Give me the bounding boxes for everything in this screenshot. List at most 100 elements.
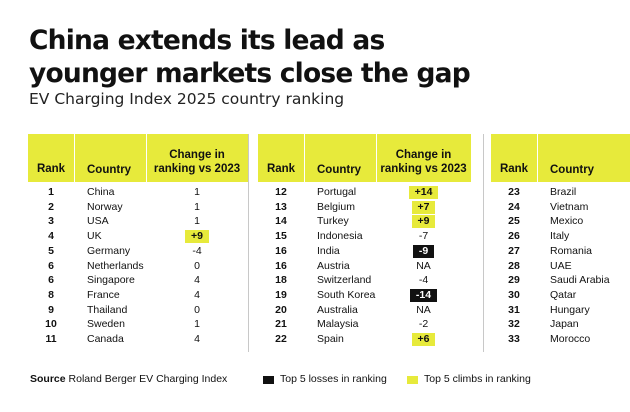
table-row: 32 Japan <box>491 317 630 332</box>
change-cell: -7 <box>418 230 429 243</box>
rank-cell: 3 <box>48 215 54 228</box>
change-cell: NA <box>416 259 431 272</box>
table-row: 16 India -9 <box>258 244 471 259</box>
legend-loss-swatch <box>263 376 274 384</box>
header-change-text: Change in ranking vs 2023 <box>380 148 466 176</box>
country-cell: Brazil <box>550 186 577 198</box>
change-cell: 4 <box>194 274 200 287</box>
table-row: 14 Turkey +9 <box>258 214 471 229</box>
country-cell: Australia <box>317 303 358 316</box>
country-cell: Canada <box>87 333 124 345</box>
rank-cell: 9 <box>48 303 54 316</box>
header-separator <box>146 134 147 182</box>
change-cell: -4 <box>192 244 202 257</box>
change-cell: 1 <box>194 186 200 198</box>
table-row: 30 Qatar <box>491 288 630 303</box>
change-cell: -14 <box>376 288 471 303</box>
table-row: 2 Norway 1 <box>28 200 248 215</box>
table-row: 20 Australia NA <box>258 303 471 318</box>
country-cell: Mexico <box>550 215 584 228</box>
change-cell: +9 <box>146 229 248 244</box>
table-row: 13 Belgium +7 <box>258 200 471 215</box>
country-cell: Hungary <box>550 303 590 316</box>
rank-cell: 22 <box>275 333 287 345</box>
country-cell: Indonesia <box>317 230 363 243</box>
table-header: Rank Country Change in ranking vs 2023 <box>28 134 248 182</box>
header-rank: Rank <box>36 163 66 175</box>
table-row: 15 Indonesia -7 <box>258 229 471 244</box>
table-row: 22 Spain +6 <box>258 332 471 347</box>
header-change: Change in ranking vs 2023 <box>146 134 248 182</box>
rank-cell: 18 <box>275 274 287 287</box>
legend-climbs-label: Top 5 climbs in ranking <box>424 373 531 385</box>
table-row: 26 Italy <box>491 229 630 244</box>
country-cell: UK <box>87 230 102 243</box>
country-cell: South Korea <box>317 288 376 301</box>
rank-cell: 16 <box>275 244 287 257</box>
source-label: Source <box>30 373 66 385</box>
table-row: 23 Brazil <box>491 185 630 200</box>
table-row: 6 Netherlands 0 <box>28 259 248 274</box>
rank-cell: 4 <box>48 230 54 243</box>
country-cell: Romania <box>550 244 593 257</box>
header-separator <box>74 134 75 182</box>
change-cell: -2 <box>418 318 429 331</box>
rank-cell: 28 <box>508 259 520 272</box>
country-cell: Morocco <box>550 333 591 345</box>
header-separator <box>537 134 538 182</box>
table-divider-1 <box>248 134 249 352</box>
country-cell: Germany <box>87 244 131 257</box>
page-subtitle: EV Charging Index 2025 country ranking <box>29 90 345 108</box>
rank-cell: 16 <box>275 259 287 272</box>
table-row: 5 Germany -4 <box>28 244 248 259</box>
rank-cell: 27 <box>508 244 520 257</box>
change-cell: +9 <box>376 214 471 229</box>
table-row: 16 Austria NA <box>258 259 471 274</box>
country-cell: China <box>87 186 115 198</box>
table-header: Rank Country Change in ranking vs 2023 <box>258 134 471 182</box>
country-cell: Spain <box>317 333 344 345</box>
source-note: Source Roland Berger EV Charging Index <box>30 373 227 385</box>
climb-badge: +7 <box>411 200 436 214</box>
rank-cell: 19 <box>275 288 287 301</box>
table-row: 1 China 1 <box>28 185 248 200</box>
header-change-text: Change in ranking vs 2023 <box>154 148 240 176</box>
country-cell: Qatar <box>550 288 577 301</box>
table-row: 8 France 4 <box>28 288 248 303</box>
table-row: 31 Hungary <box>491 303 630 318</box>
country-cell: Sweden <box>87 318 125 331</box>
legend-losses-label: Top 5 losses in ranking <box>280 373 387 385</box>
header-rank: Rank <box>499 163 529 175</box>
country-cell: Singapore <box>87 274 135 287</box>
rank-cell: 8 <box>48 288 54 301</box>
country-cell: Turkey <box>317 215 349 228</box>
legend-climb-swatch <box>407 376 418 384</box>
header-change: Change in ranking vs 2023 <box>376 134 471 182</box>
change-cell: +7 <box>376 200 471 215</box>
table-row: 9 Thailand 0 <box>28 303 248 318</box>
rank-cell: 6 <box>48 274 54 287</box>
country-cell: Italy <box>550 230 570 243</box>
climb-badge: +9 <box>185 230 209 244</box>
climb-badge: +6 <box>411 333 436 346</box>
header-rank: Rank <box>266 163 296 175</box>
table-divider-2 <box>483 134 484 352</box>
country-cell: Thailand <box>87 303 128 316</box>
country-cell: Belgium <box>317 200 355 213</box>
table-row: 27 Romania <box>491 244 630 259</box>
rank-cell: 1 <box>48 186 54 198</box>
rank-cell: 13 <box>275 200 287 213</box>
table-row: 18 Switzerland -4 <box>258 273 471 288</box>
rank-cell: 26 <box>508 230 520 243</box>
rank-cell: 23 <box>508 186 520 198</box>
rank-cell: 33 <box>508 333 520 345</box>
table-row: 33 Morocco <box>491 332 630 347</box>
country-cell: Saudi Arabia <box>550 274 610 287</box>
change-cell: 0 <box>194 259 200 272</box>
rank-cell: 10 <box>45 318 57 331</box>
header-country: Country <box>87 164 132 176</box>
rank-cell: 32 <box>508 318 520 331</box>
rank-cell: 5 <box>48 244 54 257</box>
header-change-line-2: ranking vs 2023 <box>153 163 241 175</box>
table-row: 6 Singapore 4 <box>28 273 248 288</box>
